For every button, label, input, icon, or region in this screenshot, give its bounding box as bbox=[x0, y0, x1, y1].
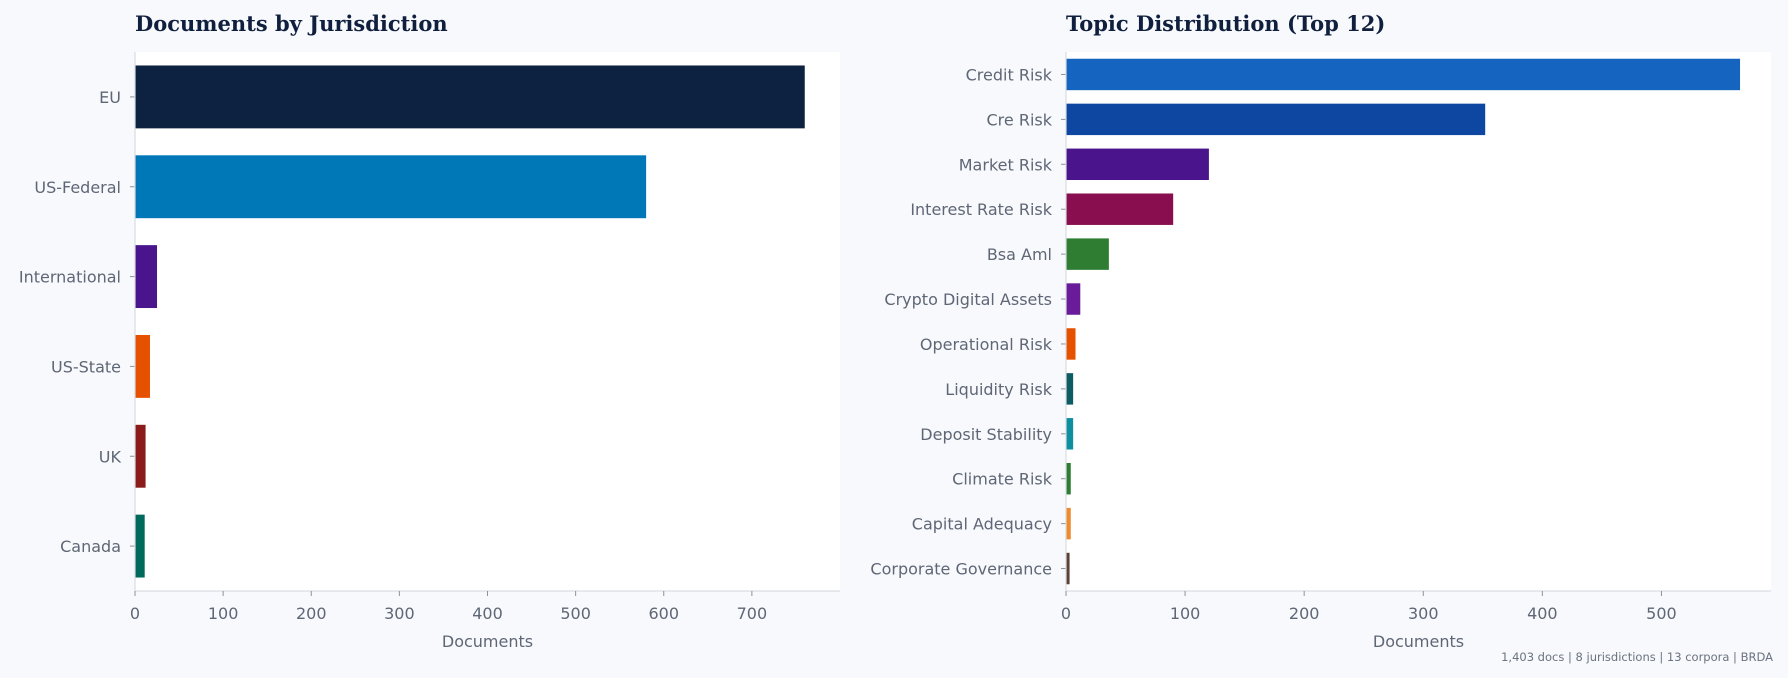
x-tick-label: 100 bbox=[1170, 604, 1201, 623]
x-tick-label: 0 bbox=[1061, 604, 1071, 623]
y-tick-label: Crypto Digital Assets bbox=[884, 290, 1052, 309]
bar-operational-risk bbox=[1066, 328, 1076, 360]
x-tick-label: 700 bbox=[737, 604, 768, 623]
chart-title: Documents by Jurisdiction bbox=[135, 11, 448, 36]
y-tick-label: Credit Risk bbox=[966, 65, 1053, 84]
plot-area bbox=[135, 52, 840, 591]
bar-corporate-governance bbox=[1066, 552, 1070, 585]
y-tick-label: Corporate Governance bbox=[870, 560, 1052, 579]
y-tick-label: Capital Adequacy bbox=[912, 515, 1052, 534]
bar-us-state bbox=[135, 334, 150, 398]
y-tick-label: Deposit Stability bbox=[920, 425, 1052, 444]
x-tick-label: 300 bbox=[1408, 604, 1439, 623]
x-tick-label: 100 bbox=[208, 604, 239, 623]
bar-liquidity-risk bbox=[1066, 373, 1074, 405]
y-tick-label: Operational Risk bbox=[920, 335, 1053, 354]
y-tick-label: International bbox=[19, 268, 121, 287]
y-tick-label: Cre Risk bbox=[987, 110, 1053, 129]
x-tick-label: 400 bbox=[1527, 604, 1558, 623]
bar-deposit-stability bbox=[1066, 418, 1074, 450]
y-tick-label: Canada bbox=[60, 537, 121, 556]
chart-title: Topic Distribution (Top 12) bbox=[1066, 11, 1385, 36]
bar-canada bbox=[135, 514, 145, 578]
bar-interest-rate-risk bbox=[1066, 193, 1174, 225]
bar-capital-adequacy bbox=[1066, 507, 1071, 540]
bar-eu bbox=[135, 65, 805, 129]
y-tick-label: EU bbox=[99, 88, 121, 107]
y-tick-label: Market Risk bbox=[959, 155, 1053, 174]
x-tick-label: 200 bbox=[1289, 604, 1320, 623]
bar-cre-risk bbox=[1066, 103, 1486, 136]
bar-international bbox=[135, 245, 158, 309]
x-tick-label: 600 bbox=[648, 604, 679, 623]
x-tick-label: 200 bbox=[296, 604, 327, 623]
bar-bsa-aml bbox=[1066, 238, 1109, 270]
y-tick-label: UK bbox=[99, 447, 122, 466]
y-tick-label: US-State bbox=[51, 357, 121, 376]
bar-us-federal bbox=[135, 155, 647, 219]
chart-jurisdiction: Documents by Jurisdiction EU US-Federal Int… bbox=[19, 11, 840, 651]
x-axis-label: Documents bbox=[1373, 632, 1464, 651]
y-tick-label: US-Federal bbox=[34, 178, 121, 197]
x-tick-label: 500 bbox=[560, 604, 591, 623]
chart-topic: Topic Distribution (Top 12) Credit Risk Cr… bbox=[870, 11, 1771, 651]
x-tick-label: 400 bbox=[472, 604, 503, 623]
bar-climate-risk bbox=[1066, 462, 1071, 495]
bar-uk bbox=[135, 424, 146, 488]
bar-credit-risk bbox=[1066, 58, 1741, 91]
y-tick-label: Climate Risk bbox=[952, 470, 1053, 489]
y-tick-label: Liquidity Risk bbox=[945, 380, 1052, 399]
x-tick-label: 0 bbox=[130, 604, 140, 623]
footer-summary: 1,403 docs | 8 jurisdictions | 13 corpor… bbox=[1501, 650, 1773, 664]
x-tick-label: 500 bbox=[1646, 604, 1677, 623]
bar-market-risk bbox=[1066, 148, 1209, 181]
y-tick-label: Interest Rate Risk bbox=[910, 200, 1052, 219]
bar-crypto-digital-assets bbox=[1066, 283, 1081, 315]
x-tick-label: 300 bbox=[384, 604, 415, 623]
plot-area bbox=[1066, 52, 1771, 591]
y-tick-label: Bsa Aml bbox=[987, 245, 1052, 264]
x-axis-label: Documents bbox=[442, 632, 533, 651]
